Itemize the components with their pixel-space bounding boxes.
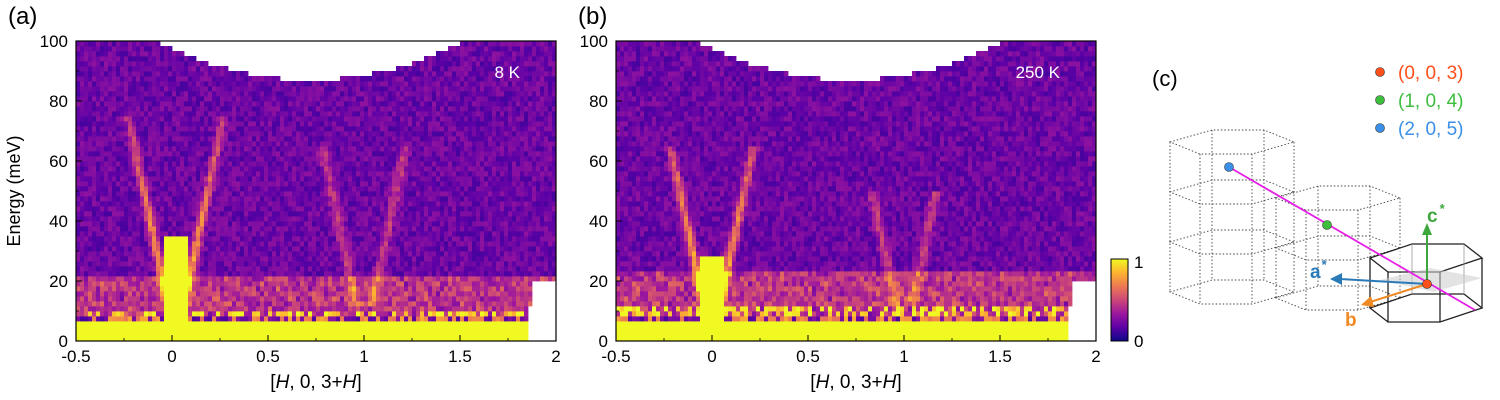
heatmap-b-cells <box>616 41 1096 341</box>
y-tick-label-b: 0 <box>599 332 608 351</box>
x-tick-label-b: 2 <box>1091 347 1100 366</box>
x-tick-label-a: 0 <box>167 347 176 366</box>
reciprocal-axes: c * a* b <box>1310 201 1446 331</box>
legend-marker-104 <box>1375 95 1385 105</box>
panel-b-x-axis-label: [H, 0, 3+H] <box>810 372 901 393</box>
x-tick-label-b: 1 <box>899 347 908 366</box>
y-tick-label-b: 60 <box>589 152 608 171</box>
y-tick-label-a: 80 <box>49 92 68 111</box>
colorbar-gradient <box>1110 258 1129 342</box>
x-tick-label-b: 0 <box>707 347 716 366</box>
heatmap-a-cells <box>76 41 556 341</box>
b-arrow <box>1369 283 1428 303</box>
x-tick-label-b: 1.5 <box>988 347 1012 366</box>
colorbar: 1 0 <box>1110 253 1143 351</box>
panel-c-legend: (0, 0, 3) (1, 0, 4) (2, 0, 5) <box>1375 63 1463 140</box>
x-tick-label-a: 1.5 <box>448 347 472 366</box>
panel-a-x-axis-label: [H, 0, 3+H] <box>270 372 361 393</box>
c-star-label: c * <box>1427 201 1446 227</box>
panel-b-temperature: 250 K <box>1016 63 1061 82</box>
x-tick-label-a: 1 <box>359 347 368 366</box>
x-tick-label-b: 0.5 <box>796 347 820 366</box>
panel-a-temperature: 8 K <box>494 63 520 82</box>
point-104 <box>1322 220 1332 230</box>
panel-b-label: (b) <box>578 3 607 30</box>
panel-c-label: (c) <box>1152 66 1178 91</box>
legend-label-003: (0, 0, 3) <box>1398 63 1463 84</box>
legend-label-104: (1, 0, 4) <box>1398 91 1463 112</box>
a-star-arrow <box>1339 278 1428 285</box>
y-tick-label-b: 40 <box>589 212 608 231</box>
y-tick-label-a: 60 <box>49 152 68 171</box>
x-tick-label-b: -0.5 <box>601 347 630 366</box>
y-tick-label-a: 40 <box>49 212 68 231</box>
b-arrowhead <box>1361 296 1374 307</box>
y-tick-label-b: 80 <box>589 92 608 111</box>
x-tick-label-a: 0.5 <box>256 347 280 366</box>
y-axis-label: Energy (meV) <box>4 135 24 246</box>
y-tick-label-b: 100 <box>580 32 608 51</box>
scattering-plane <box>1380 268 1482 292</box>
c-star-arrowhead <box>1422 223 1432 235</box>
y-tick-label-b: 20 <box>589 272 608 291</box>
x-tick-label-a: 2 <box>551 347 560 366</box>
y-tick-label-a: 0 <box>59 332 68 351</box>
panel-a-label: (a) <box>8 3 37 30</box>
y-tick-label-a: 100 <box>40 32 68 51</box>
point-003 <box>1422 279 1432 289</box>
a-star-arrowhead <box>1330 273 1342 285</box>
b-label: b <box>1345 310 1357 331</box>
momentum-cut-line <box>1228 166 1476 311</box>
y-tick-label-a: 20 <box>49 272 68 291</box>
x-tick-label-a: -0.5 <box>61 347 90 366</box>
a-star-label: a* <box>1310 257 1328 283</box>
legend-label-205: (2, 0, 5) <box>1398 119 1463 140</box>
colorbar-min-label: 0 <box>1134 332 1143 351</box>
point-205 <box>1224 162 1234 172</box>
legend-marker-003 <box>1375 67 1385 77</box>
panel-c-diagram: (c) (0, 0, 3) (1, 0, 4) (2, 0, 5) <box>1152 63 1484 331</box>
colorbar-max-label: 1 <box>1134 253 1143 272</box>
legend-marker-205 <box>1375 123 1385 133</box>
dotted-brillouin-zones <box>1168 129 1402 311</box>
